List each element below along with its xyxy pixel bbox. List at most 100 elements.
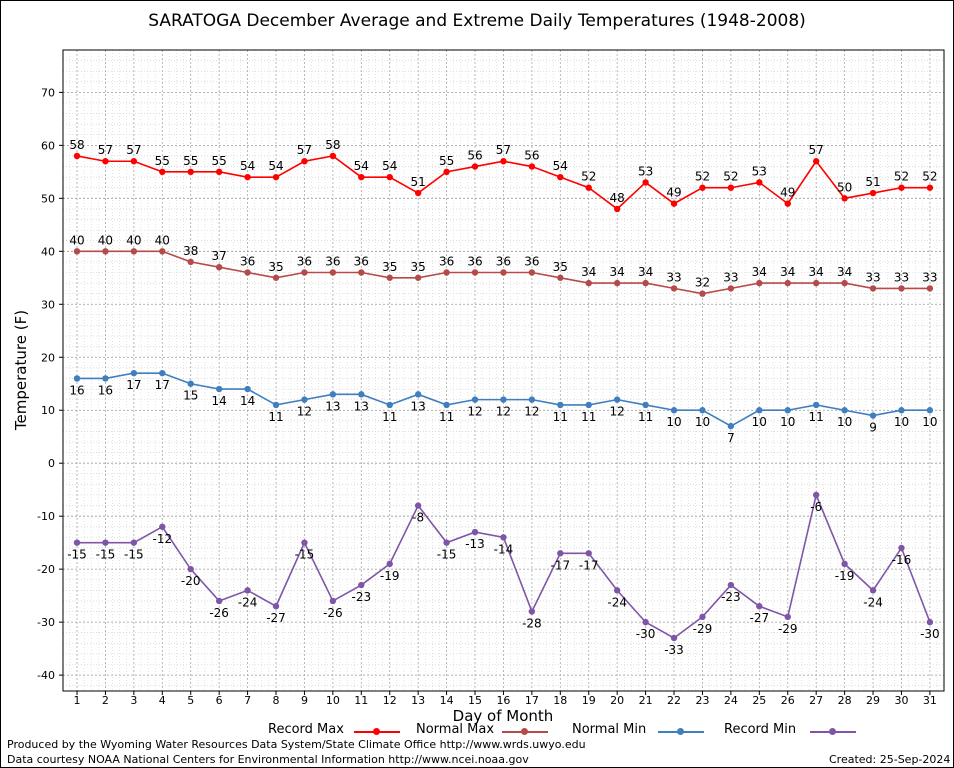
data-label: -30 [920,627,940,641]
data-point [699,613,706,621]
data-label: 14 [212,394,227,408]
data-label: 35 [553,260,568,274]
x-tick-label: 2 [102,694,109,707]
data-label: 36 [496,254,511,268]
data-label: 34 [638,265,653,279]
data-point [670,200,678,207]
data-label: -19 [835,569,855,583]
x-tick-label: 7 [244,694,251,707]
data-point [699,184,706,191]
data-point [159,369,166,377]
data-point [898,544,905,552]
data-point [130,248,138,255]
data-label: 9 [869,421,877,435]
data-point [130,158,138,165]
data-label: 11 [268,410,283,424]
data-label: 10 [922,415,937,429]
data-point [386,173,393,181]
data-point [898,407,905,414]
data-label: 7 [727,431,735,445]
data-point [329,269,337,276]
data-label: 54 [354,159,369,173]
data-point [557,274,564,281]
data-label: 17 [155,378,170,392]
data-label: 58 [325,138,340,152]
data-label: -29 [693,622,713,636]
x-tick-label: 30 [894,694,908,707]
data-label: 55 [183,154,198,168]
data-label: 16 [69,383,84,397]
x-tick-label: 8 [273,694,280,707]
data-point [585,401,592,409]
data-label: -23 [351,590,371,604]
data-point [869,189,877,197]
data-point [585,550,592,557]
data-label: -8 [412,511,424,525]
data-point [215,385,223,393]
data-point [756,279,763,287]
data-label: 49 [780,186,795,200]
data-label: 54 [240,159,255,173]
data-point [414,189,422,197]
data-point [244,269,251,276]
data-point [784,279,791,287]
x-tick-label: 27 [809,694,823,707]
data-label: 32 [695,276,710,290]
data-point [841,195,848,202]
data-label: 12 [524,405,539,419]
data-label: 52 [581,170,596,184]
y-tick-label: 50 [41,192,55,205]
x-tick-label: 12 [383,694,397,707]
x-tick-label: 25 [752,694,766,707]
data-label: 57 [297,143,312,157]
data-point [130,369,138,377]
data-point [187,565,194,573]
data-label: 13 [325,399,340,413]
data-point [443,401,450,409]
data-label: 34 [780,265,795,279]
data-label: 13 [411,399,426,413]
data-point [73,375,81,382]
data-point [585,279,592,287]
data-point [727,422,735,430]
data-point [329,391,337,398]
data-point [812,401,820,409]
data-point [926,285,934,292]
data-label: 11 [809,410,824,424]
data-point [102,248,109,255]
data-point [159,523,166,530]
data-point [670,285,678,292]
series-group: 58 57 57 55 55 55 54 54 57 58 54 54 51 55 56 57 56 54 52 48… [67,138,940,657]
series-normal-max: 40 40 40 40 38 37 36 35 36 36 36 35 35 36 36 36 36 35 34 34… [69,233,938,297]
x-tick-label: 31 [923,694,937,707]
data-label: 34 [610,265,625,279]
data-label: 57 [496,143,511,157]
data-label: 54 [553,159,568,173]
data-label: 55 [155,154,170,168]
data-label: 36 [325,254,340,268]
data-point [187,168,194,176]
data-label: -26 [323,606,343,620]
data-label: -15 [124,548,144,562]
data-label: 33 [666,270,681,284]
data-point [926,184,934,191]
x-tick-label: 24 [724,694,738,707]
data-point [386,560,393,568]
data-point [841,279,848,287]
data-label: 36 [240,254,255,268]
data-label: 16 [98,383,113,397]
data-point [557,550,564,557]
x-tick-label: 3 [130,694,137,707]
data-label: 38 [183,244,198,258]
data-point [528,396,536,403]
x-tick-label: 6 [216,694,223,707]
data-label: 50 [837,180,852,194]
y-tick-label: 10 [41,404,55,417]
data-label: 10 [695,415,710,429]
data-label: 40 [98,233,113,247]
y-tick-label: -20 [37,563,55,576]
data-point [187,258,194,266]
data-label: 51 [865,175,880,189]
data-point [557,173,564,181]
data-point [642,179,649,186]
